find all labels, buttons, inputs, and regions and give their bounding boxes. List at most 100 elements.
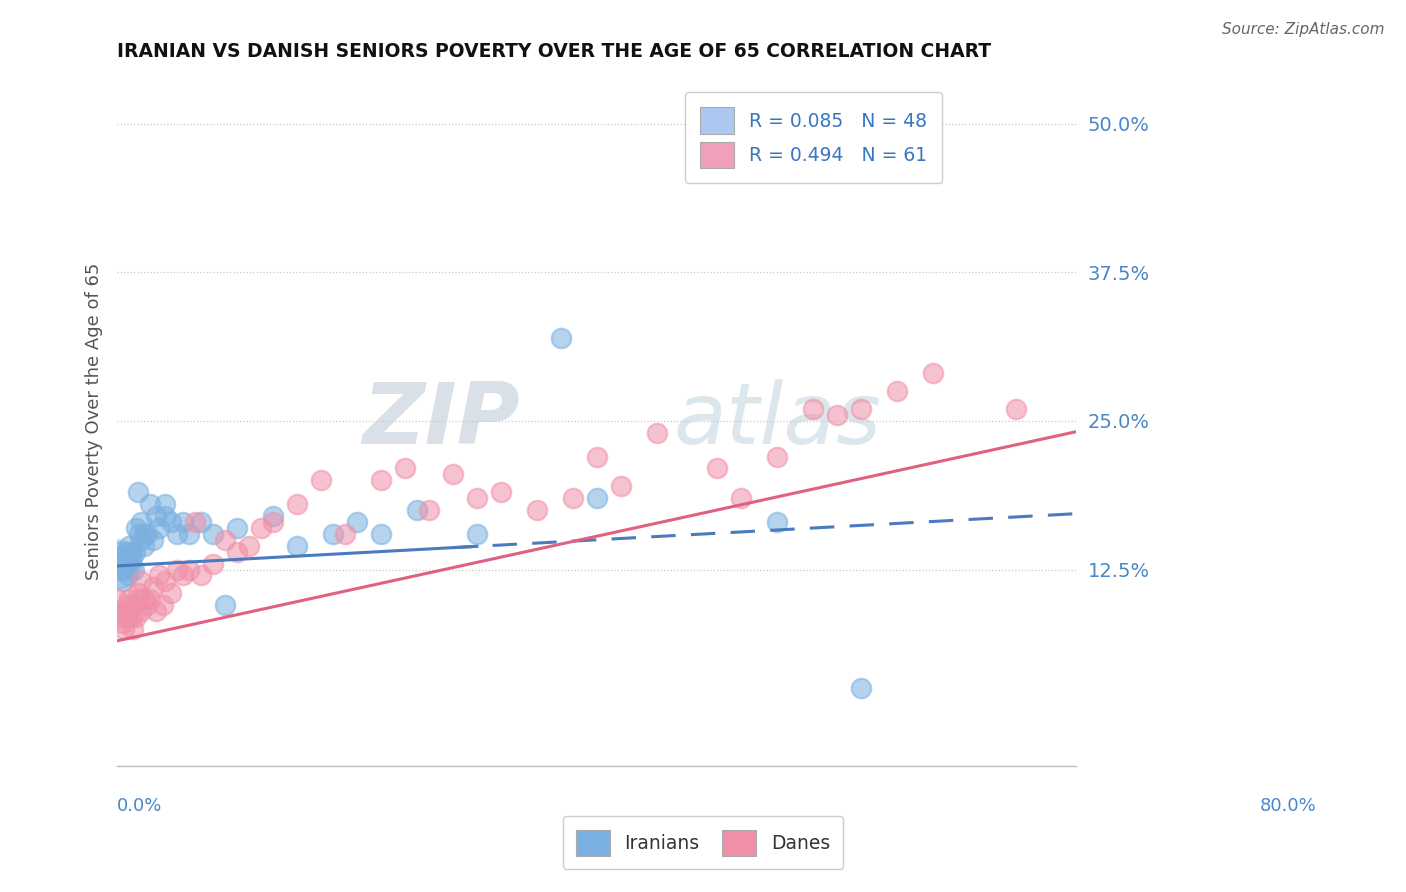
Point: [370, 526, 392, 541]
Point: [214, 598, 236, 612]
Point: [333, 526, 356, 541]
Point: [179, 526, 201, 541]
Point: [886, 384, 908, 399]
Point: [418, 503, 440, 517]
Point: [406, 503, 429, 517]
Point: [226, 544, 249, 558]
Point: [465, 526, 488, 541]
Point: [550, 331, 572, 345]
Point: [153, 574, 176, 589]
Point: [645, 425, 668, 440]
Point: [489, 485, 512, 500]
Point: [115, 557, 138, 571]
Point: [561, 491, 583, 506]
Point: [118, 539, 141, 553]
Point: [250, 521, 273, 535]
Point: [706, 461, 728, 475]
Point: [465, 491, 488, 506]
Point: [118, 604, 141, 618]
Point: [226, 521, 249, 535]
Point: [128, 592, 150, 607]
Point: [526, 503, 548, 517]
Point: [124, 544, 146, 558]
Point: [117, 610, 139, 624]
Point: [172, 515, 194, 529]
Point: [127, 485, 149, 500]
Point: [128, 526, 150, 541]
Point: [110, 610, 132, 624]
Point: [801, 402, 824, 417]
Point: [127, 586, 149, 600]
Point: [117, 568, 139, 582]
Text: 80.0%: 80.0%: [1260, 797, 1316, 814]
Point: [142, 533, 165, 547]
Point: [118, 557, 141, 571]
Point: [112, 622, 135, 636]
Point: [238, 539, 260, 553]
Point: [129, 515, 152, 529]
Point: [394, 461, 416, 475]
Point: [105, 604, 128, 618]
Point: [115, 598, 138, 612]
Point: [105, 557, 128, 571]
Point: [441, 467, 464, 482]
Point: [585, 491, 607, 506]
Point: [118, 592, 141, 607]
Text: atlas: atlas: [673, 379, 882, 462]
Point: [179, 562, 201, 576]
Point: [124, 598, 146, 612]
Point: [129, 574, 152, 589]
Point: [142, 580, 165, 594]
Point: [121, 610, 143, 624]
Point: [114, 604, 136, 618]
Point: [765, 515, 787, 529]
Point: [190, 568, 212, 582]
Point: [105, 550, 128, 565]
Point: [148, 521, 170, 535]
Point: [105, 592, 128, 607]
Text: ZIP: ZIP: [363, 379, 520, 462]
Point: [105, 562, 128, 576]
Point: [346, 515, 368, 529]
Point: [322, 526, 344, 541]
Point: [122, 562, 145, 576]
Point: [145, 509, 167, 524]
Point: [285, 497, 308, 511]
Y-axis label: Seniors Poverty Over the Age of 65: Seniors Poverty Over the Age of 65: [86, 262, 103, 580]
Point: [730, 491, 752, 506]
Point: [153, 509, 176, 524]
Point: [190, 515, 212, 529]
Point: [114, 544, 136, 558]
Point: [138, 592, 160, 607]
Point: [132, 539, 155, 553]
Point: [152, 598, 174, 612]
Point: [849, 681, 872, 696]
Point: [262, 509, 284, 524]
Text: Source: ZipAtlas.com: Source: ZipAtlas.com: [1222, 22, 1385, 37]
Point: [125, 610, 148, 624]
Point: [184, 515, 207, 529]
Point: [166, 526, 188, 541]
Point: [765, 450, 787, 464]
Point: [129, 533, 152, 547]
Point: [138, 497, 160, 511]
Point: [160, 515, 183, 529]
Legend: Iranians, Danes: Iranians, Danes: [562, 816, 844, 869]
Point: [105, 544, 128, 558]
Point: [121, 550, 143, 565]
Point: [132, 592, 155, 607]
Point: [121, 622, 143, 636]
Text: IRANIAN VS DANISH SENIORS POVERTY OVER THE AGE OF 65 CORRELATION CHART: IRANIAN VS DANISH SENIORS POVERTY OVER T…: [117, 42, 991, 61]
Point: [110, 557, 132, 571]
Point: [921, 367, 943, 381]
Point: [134, 526, 156, 541]
Point: [121, 544, 143, 558]
Point: [148, 568, 170, 582]
Point: [610, 479, 633, 493]
Point: [153, 497, 176, 511]
Point: [112, 615, 135, 630]
Point: [825, 408, 848, 422]
Point: [370, 474, 392, 488]
Point: [585, 450, 607, 464]
Point: [166, 562, 188, 576]
